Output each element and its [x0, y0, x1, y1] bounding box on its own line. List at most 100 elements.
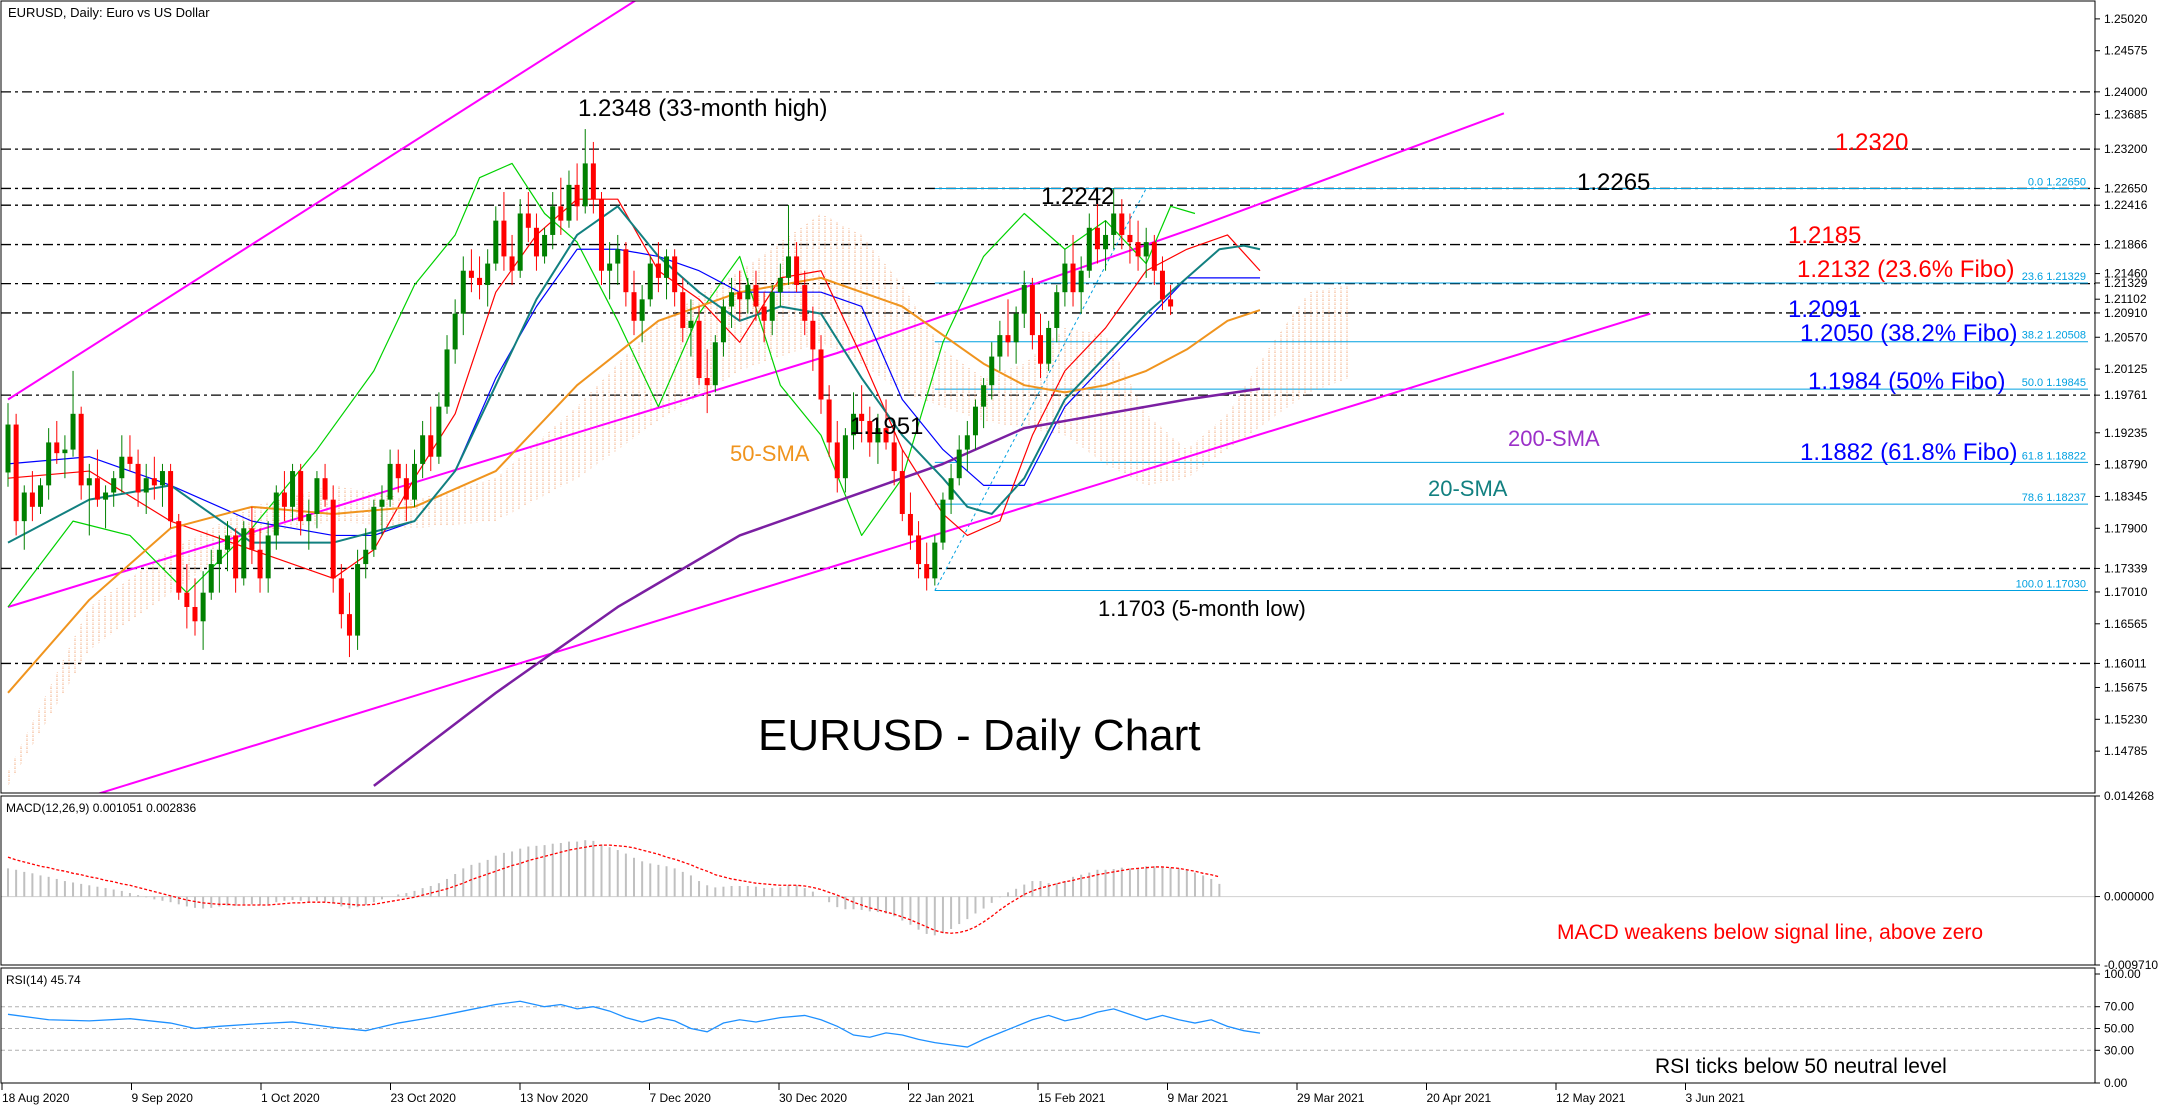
- candle-body: [322, 478, 328, 500]
- candle-body: [225, 535, 231, 550]
- price-annotation: 50-SMA: [730, 441, 810, 466]
- candle-body: [387, 463, 393, 500]
- candle: [233, 528, 239, 593]
- candle: [525, 192, 531, 243]
- candle-body: [517, 213, 523, 271]
- candle: [184, 564, 190, 629]
- candle-body: [639, 299, 645, 321]
- candle-body: [281, 492, 287, 507]
- date-axis-label: 22 Jan 2021: [909, 1091, 975, 1105]
- candle: [550, 192, 556, 250]
- candle: [1070, 234, 1076, 307]
- price-annotation: 1.2320: [1835, 129, 1908, 156]
- price-annotation: 1.1703 (5-month low): [1098, 596, 1306, 621]
- candle: [867, 406, 873, 457]
- candle-body: [428, 435, 434, 457]
- candle: [119, 435, 125, 493]
- candle: [477, 256, 483, 300]
- candle-body: [981, 385, 987, 407]
- candle: [826, 385, 832, 457]
- candle: [371, 499, 377, 557]
- candle: [298, 463, 304, 536]
- candle-body: [29, 492, 35, 507]
- candle: [509, 234, 515, 286]
- candle-body: [867, 420, 873, 443]
- price-annotation: 1.2185: [1788, 222, 1861, 249]
- candle: [5, 403, 11, 487]
- date-axis-label: 29 Mar 2021: [1297, 1091, 1365, 1105]
- price-annotation: 1.1951: [850, 413, 923, 440]
- price-axis-label: 1.22416: [2104, 198, 2148, 212]
- price-axis-label: 1.23685: [2104, 107, 2148, 121]
- candle: [875, 413, 881, 464]
- candle: [38, 478, 44, 514]
- candle: [542, 227, 548, 264]
- candle-body: [200, 592, 206, 622]
- candle: [412, 449, 417, 507]
- chikou-span-line: [7, 162, 1196, 608]
- candle-body: [1094, 227, 1100, 250]
- candle: [664, 249, 670, 300]
- candle-body: [1143, 242, 1149, 257]
- candle-body: [631, 292, 637, 321]
- candle-body: [21, 492, 27, 522]
- candle: [1038, 313, 1044, 379]
- candle-body: [420, 435, 426, 464]
- channel-upper-line: [7, 1, 637, 401]
- candle: [135, 449, 141, 507]
- candle-body: [1029, 285, 1035, 336]
- price-axis-label: 1.16011: [2104, 656, 2147, 670]
- price-axis-label: 1.24575: [2104, 44, 2148, 58]
- candle: [1094, 199, 1100, 264]
- candle-body: [745, 285, 751, 300]
- candle: [533, 213, 539, 271]
- candle-body: [70, 413, 76, 450]
- candle-body: [355, 564, 361, 636]
- macd-header: MACD(12,26,9) 0.001051 0.002836: [6, 801, 196, 815]
- candle-body: [1119, 213, 1125, 235]
- candle-body: [729, 292, 735, 307]
- price-annotation: 200-SMA: [1508, 426, 1600, 451]
- candle-body: [859, 413, 865, 421]
- rsi-annotation: RSI ticks below 50 neutral level: [1655, 1055, 1947, 1078]
- date-axis-label: 9 Sep 2020: [132, 1091, 194, 1105]
- candle: [932, 535, 938, 586]
- candle: [192, 578, 198, 636]
- candle: [859, 385, 865, 443]
- candle: [989, 342, 995, 400]
- candle-body: [574, 184, 580, 207]
- candle: [948, 463, 954, 514]
- candle-body: [290, 471, 296, 507]
- candle: [127, 435, 133, 472]
- candle: [460, 256, 466, 336]
- price-axis-label: 1.18345: [2104, 489, 2148, 503]
- candle-body: [1127, 234, 1133, 243]
- candle: [208, 549, 214, 600]
- candle: [46, 428, 52, 500]
- macd-annotation: MACD weakens below signal line, above ze…: [1557, 921, 1983, 944]
- candle-body: [62, 449, 68, 454]
- candle-body: [460, 270, 466, 314]
- candle-body: [176, 521, 182, 593]
- candle-body: [680, 292, 686, 328]
- price-axis-label: 1.21329: [2104, 276, 2148, 290]
- candle-body: [542, 234, 548, 257]
- candle: [1127, 213, 1133, 264]
- candle: [623, 242, 629, 307]
- price-annotation: 1.1984 (50% Fibo): [1808, 368, 2005, 395]
- candle: [306, 499, 312, 550]
- candle-body: [233, 535, 239, 579]
- candle-body: [924, 564, 930, 579]
- chart-title: EURUSD - Daily Chart: [758, 711, 1201, 760]
- fibo-level-label: 38.2 1.20508: [2022, 330, 2086, 342]
- candle: [1005, 299, 1011, 357]
- price-axis-label: 1.20570: [2104, 330, 2148, 344]
- candle: [1103, 220, 1109, 271]
- candle: [566, 170, 572, 228]
- candle-body: [842, 435, 848, 479]
- candle-body: [664, 256, 670, 278]
- price-annotation: 1.2265: [1577, 169, 1650, 196]
- candle: [631, 270, 637, 336]
- candle: [143, 463, 149, 514]
- price-axis-label: 1.20125: [2104, 362, 2148, 376]
